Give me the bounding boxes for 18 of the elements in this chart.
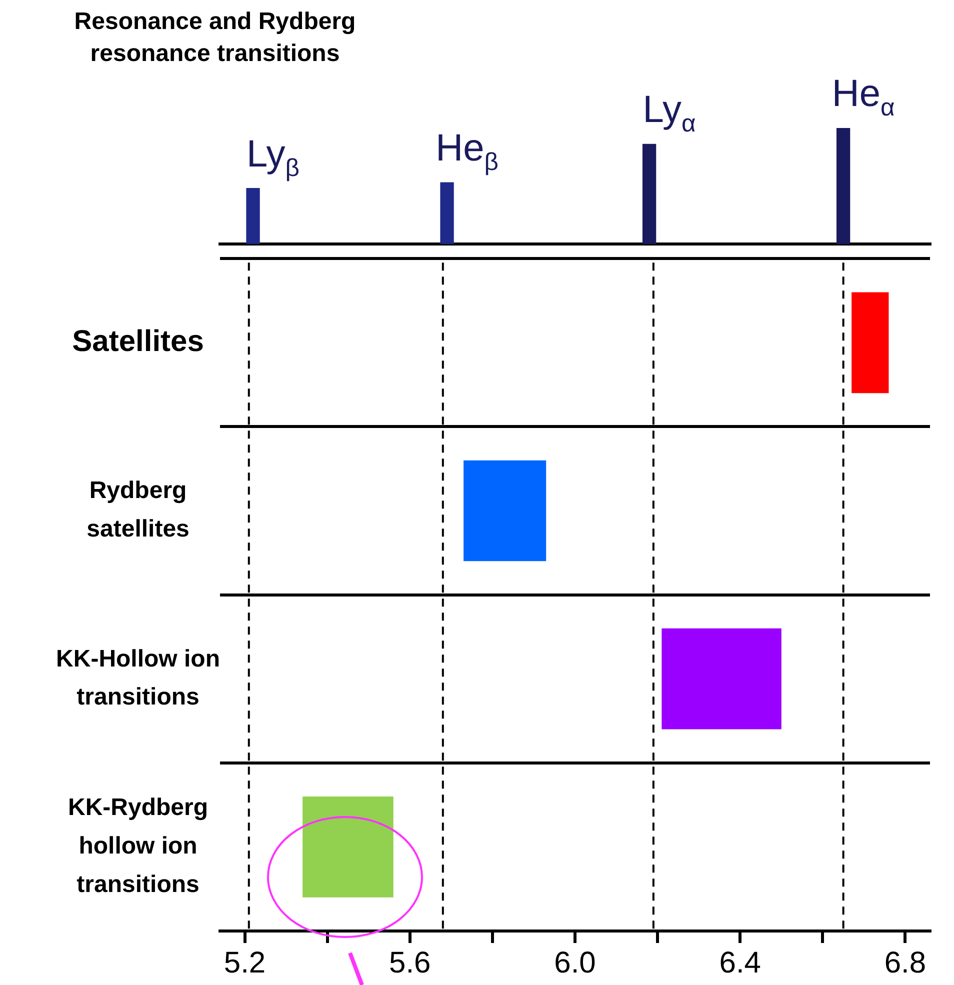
- bar: [852, 292, 889, 394]
- bar: [662, 628, 782, 730]
- chart-title: Resonance and Rydberg resonance transitions: [73, 7, 357, 69]
- x-tick-label: 5.6: [389, 946, 431, 980]
- bar: [836, 128, 850, 244]
- x-tick-label: 6.8: [884, 946, 926, 980]
- y-tick-label: Satellites: [72, 324, 204, 358]
- y-tick-label: KK-Hollow ion transitions: [56, 645, 220, 711]
- y-tick-label: KK-Rydberg hollow ion transitions: [68, 794, 208, 898]
- x-tick-label: 6.4: [719, 946, 761, 980]
- text: 6.0: [554, 946, 596, 980]
- bar: [464, 460, 546, 562]
- bar: [642, 144, 656, 244]
- bar: [302, 796, 394, 898]
- x-tick-label: 5.2: [224, 946, 266, 980]
- y-tick-label: Rydberg satellites: [86, 477, 190, 543]
- bar: [246, 188, 260, 244]
- bar: [440, 182, 454, 244]
